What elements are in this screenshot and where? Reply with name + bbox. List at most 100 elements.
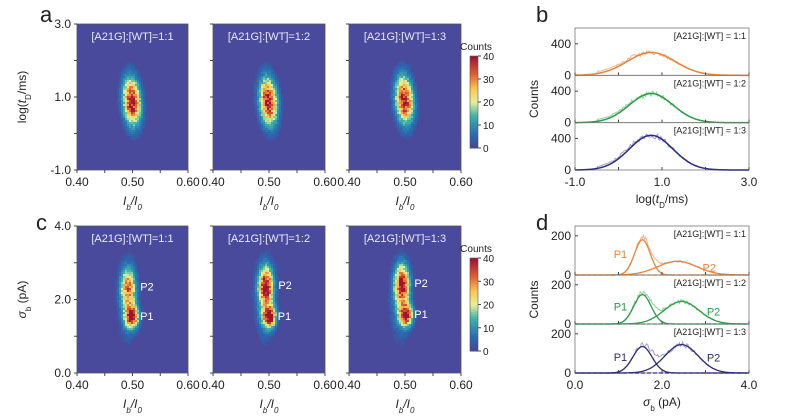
heatmap-cell (121, 68, 123, 70)
heatmap-cell (405, 96, 407, 98)
heatmap-cell (415, 112, 417, 114)
heatmap-cell (393, 314, 395, 316)
heatmap-cell (271, 138, 273, 140)
heatmap-cell (273, 290, 275, 292)
heatmap-cell (409, 80, 411, 82)
heatmap-cell (133, 306, 135, 308)
heatmap-cell (389, 94, 391, 96)
heatmap-cell (121, 268, 123, 270)
heatmap-cell (275, 282, 277, 284)
heatmap-cell (413, 110, 415, 112)
heatmap-cell (133, 112, 135, 114)
heatmap-cell (121, 76, 123, 78)
heatmap-cell (395, 86, 397, 88)
heatmap-cell (143, 120, 145, 122)
heatmap-cell (133, 92, 135, 94)
heatmap-cell (253, 98, 255, 100)
heatmap-cell (269, 88, 271, 90)
heatmap-cell (407, 126, 409, 128)
heatmap-cell (127, 132, 129, 134)
heatmap-cell (261, 314, 263, 316)
heatmap-cell (129, 254, 131, 256)
heatmap-cell (137, 132, 139, 134)
heatmap-cell (405, 266, 407, 268)
heatmap-cell (403, 254, 405, 256)
heatmap-cell (141, 84, 143, 86)
heatmap-cell (137, 328, 139, 330)
heatmap-cell (123, 108, 125, 110)
heatmap-cell (407, 94, 409, 96)
heatmap-cell (129, 126, 131, 128)
heatmap-cell (261, 120, 263, 122)
heatmap-cell (401, 252, 403, 254)
heatmap-cell (131, 118, 133, 120)
heatmap-cell (261, 330, 263, 332)
heatmap-cell (263, 266, 265, 268)
heatmap-cell (393, 316, 395, 318)
heatmap-cell (403, 286, 405, 288)
heatmap-cell (123, 68, 125, 70)
heatmap-cell (127, 110, 129, 112)
heatmap-cell (133, 288, 135, 290)
heatmap-cell (415, 98, 417, 100)
heatmap-cell (263, 282, 265, 284)
y-tick-label: 400 (551, 84, 571, 98)
heatmap-cell (257, 330, 259, 332)
heatmap-cell (407, 108, 409, 110)
heatmap-cell (405, 254, 407, 256)
heatmap-cell (279, 316, 281, 318)
heatmap-cell (415, 94, 417, 96)
heatmap-cell (125, 322, 127, 324)
heatmap-cell (277, 318, 279, 320)
heatmap-cell (407, 72, 409, 74)
heatmap-cell (123, 302, 125, 304)
heatmap-cell (267, 288, 269, 290)
heatmap-cell (413, 76, 415, 78)
heatmap-cell (123, 116, 125, 118)
heatmap-cell (391, 328, 393, 330)
heatmap-cell (407, 300, 409, 302)
heatmap-cell (131, 286, 133, 288)
heatmap-cell (127, 252, 129, 254)
heatmap-cell (411, 136, 413, 138)
heatmap-cell (271, 84, 273, 86)
heatmap-cell (411, 126, 413, 128)
heatmap-cell (265, 108, 267, 110)
heatmap-cell (399, 102, 401, 104)
y-axis-label: σb (pA) (15, 281, 33, 319)
heatmap-cell (399, 66, 401, 68)
heatmap-cell (129, 276, 131, 278)
heatmap-cell (395, 312, 397, 314)
heatmap-cell (119, 326, 121, 328)
heatmap-cell (135, 272, 137, 274)
heatmap-cell (119, 96, 121, 98)
heatmap-cell (273, 124, 275, 126)
peak-label-p1: P1 (278, 311, 291, 323)
heatmap-cell (135, 80, 137, 82)
heatmap-cell (403, 308, 405, 310)
heatmap-cell (137, 326, 139, 328)
heatmap-cell (261, 288, 263, 290)
heatmap-cell (399, 134, 401, 136)
heatmap-cell (275, 100, 277, 102)
heatmap-cell (411, 302, 413, 304)
colorbar-segment (470, 62, 478, 66)
heatmap-cell (257, 110, 259, 112)
x-tick-label: 0.60 (313, 378, 337, 392)
heatmap-cell (399, 76, 401, 78)
heatmap-cell (401, 112, 403, 114)
heatmap-cell (255, 304, 257, 306)
heatmap-cell (403, 258, 405, 260)
heatmap-cell (393, 280, 395, 282)
heatmap-cell (133, 68, 135, 70)
colorbar-segment (470, 295, 478, 299)
heatmap-cell (131, 100, 133, 102)
heatmap-cell (391, 292, 393, 294)
heatmap-cell (281, 96, 283, 98)
heatmap-cell (117, 304, 119, 306)
heatmap-cell (403, 272, 405, 274)
heatmap-cell (397, 272, 399, 274)
heatmap-cell (125, 316, 127, 318)
heatmap-cell (403, 320, 405, 322)
heatmap-cell (407, 258, 409, 260)
